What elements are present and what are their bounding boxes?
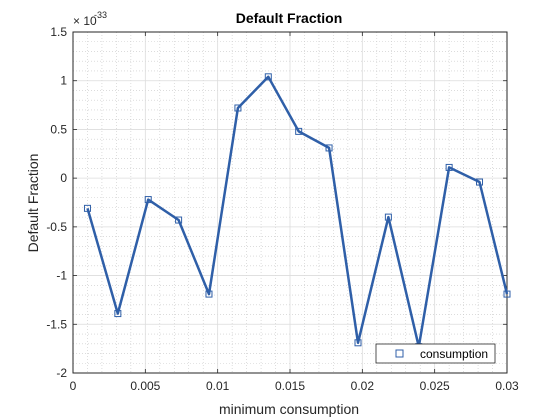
- data-point-marker: [234, 104, 242, 112]
- data-point-marker: [144, 196, 152, 204]
- y-tick-label: 0: [60, 171, 67, 185]
- x-tick-label: 0.03: [495, 379, 519, 393]
- data-point-marker: [476, 178, 484, 186]
- y-tick-label: -1.5: [46, 317, 67, 331]
- y-tick-label: 0.5: [50, 122, 67, 136]
- legend-label-consumption: consumption: [420, 347, 488, 361]
- legend-box: [375, 343, 496, 364]
- x-tick-label: 0.005: [130, 379, 160, 393]
- y-tick-label: -0.5: [46, 220, 67, 234]
- data-point-marker: [325, 144, 333, 152]
- x-tick-label: 0.025: [420, 379, 450, 393]
- data-point-marker: [354, 339, 362, 347]
- data-point-marker: [384, 213, 392, 221]
- data-point-marker: [205, 290, 213, 298]
- data-point-marker: [83, 204, 91, 212]
- y-tick-label: -1: [56, 269, 67, 283]
- x-tick-label: 0.02: [351, 379, 375, 393]
- x-axis-label: minimum consumption: [219, 401, 359, 417]
- data-point-marker: [175, 216, 183, 224]
- chart-title: Default Fraction: [236, 10, 343, 26]
- y-tick-label: -2: [56, 366, 67, 380]
- y-tick-label: 1.5: [50, 25, 67, 39]
- data-point-marker: [295, 127, 303, 135]
- data-point-marker: [114, 310, 122, 318]
- data-point-marker: [264, 73, 272, 81]
- y-axis-exponent: × 10 -33: [73, 10, 107, 28]
- x-tick-label: 0.015: [275, 379, 305, 393]
- x-axis-ticks: 0 0.005 0.01 0.015 0.02 0.025 0.03: [70, 32, 519, 393]
- y-tick-label: 1: [60, 74, 67, 88]
- y-exponent-base: × 10: [73, 14, 97, 28]
- y-exponent-power: -33: [94, 10, 107, 20]
- series-line-consumption: [86, 75, 509, 348]
- legend-marker-square: [395, 349, 404, 358]
- major-grid: [73, 32, 507, 373]
- y-axis-ticks: -2 -1.5 -1 -0.5 0 0.5 1 1.5: [46, 25, 507, 380]
- x-tick-label: 0.01: [206, 379, 230, 393]
- data-point-marker: [445, 163, 453, 171]
- data-point-marker: [503, 290, 511, 298]
- y-axis-label: Default Fraction: [25, 154, 41, 253]
- legend: consumption: [375, 343, 496, 364]
- series-layer: [83, 73, 511, 351]
- x-tick-label: 0: [70, 379, 77, 393]
